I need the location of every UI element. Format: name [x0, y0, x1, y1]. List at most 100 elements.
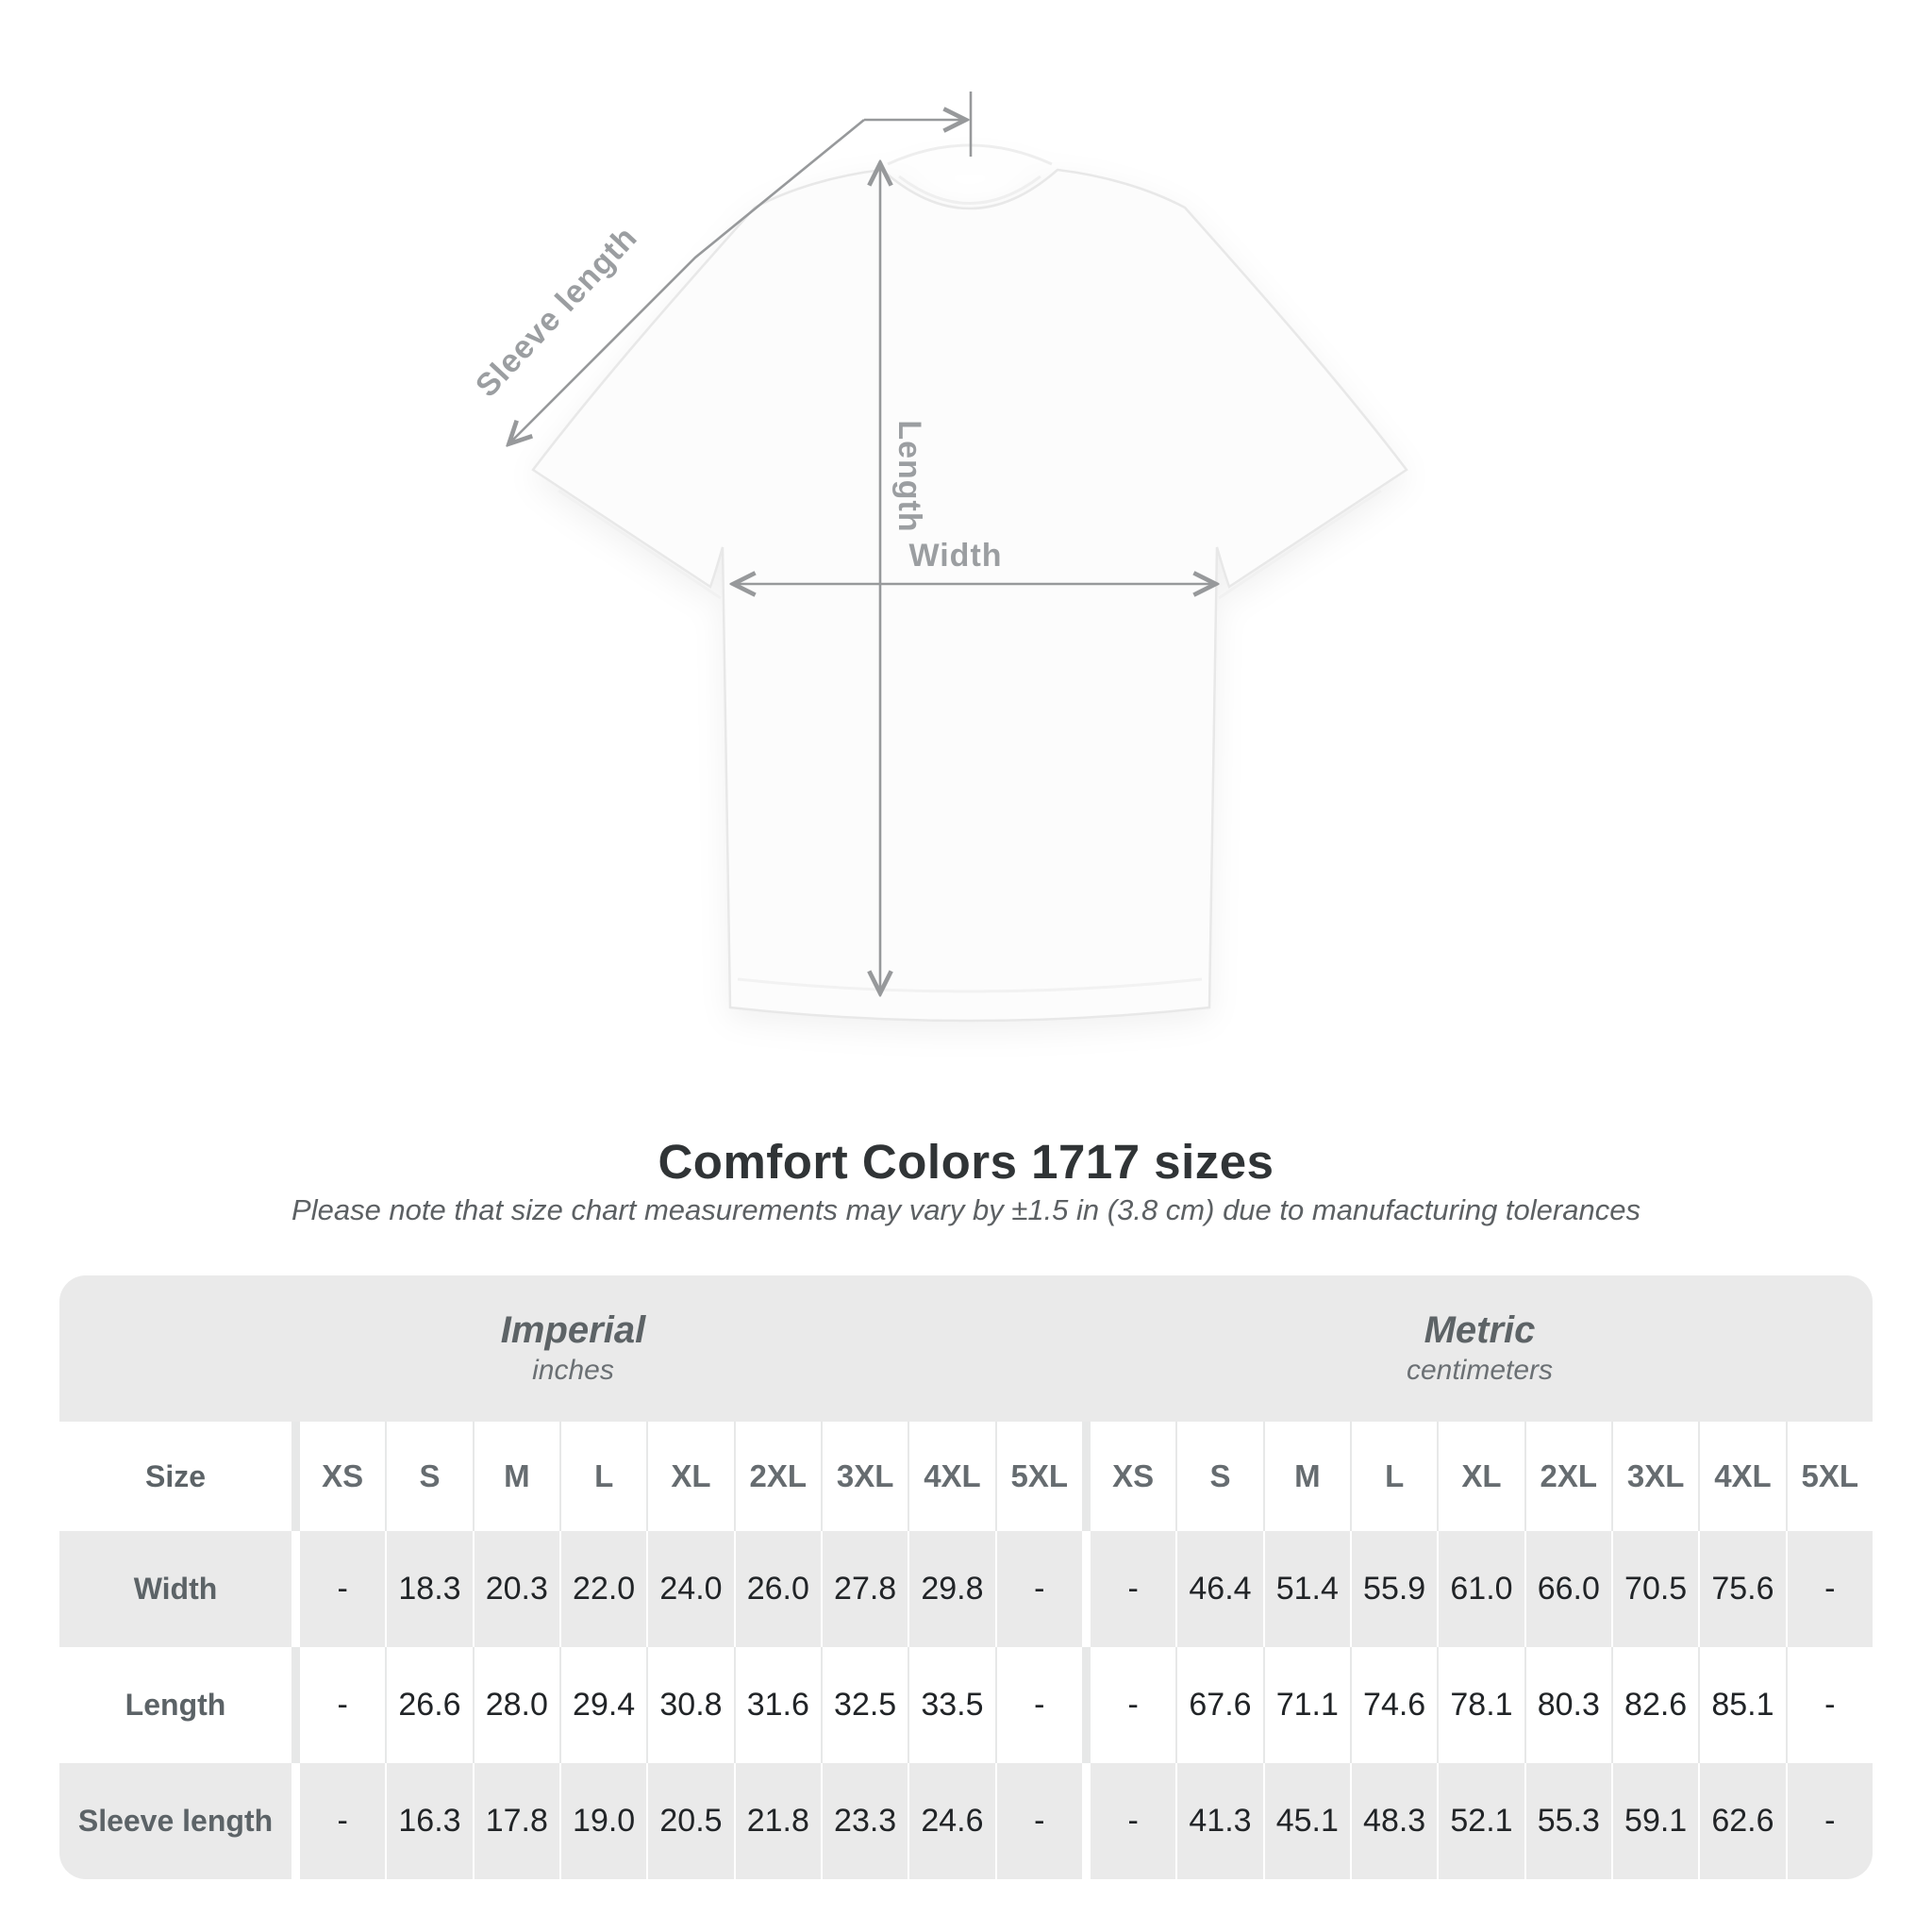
value-cell: 19.0 — [558, 1763, 646, 1879]
value-cell: - — [994, 1763, 1082, 1879]
value-cell: - — [1127, 1571, 1139, 1607]
unit-group-band: Imperial inches Metric centimeters — [59, 1275, 1873, 1422]
size-table: Imperial inches Metric centimeters Size … — [59, 1275, 1873, 1879]
value-cell: 74.6 — [1349, 1647, 1437, 1763]
size-column-header: M — [472, 1422, 559, 1531]
value-cell: 67.6 — [1175, 1647, 1262, 1763]
value-cell: 66.0 — [1524, 1531, 1611, 1647]
length-row-label: Length — [125, 1688, 226, 1722]
width-imperial-values: -18.3 20.3 22.0 24.0 26.0 27.8 29.8- — [291, 1531, 1082, 1647]
value-cell: - — [994, 1647, 1082, 1763]
size-column-header: L — [1349, 1422, 1437, 1531]
metric-group-header: Metric centimeters — [1087, 1275, 1873, 1422]
value-cell: 78.1 — [1437, 1647, 1524, 1763]
value-cell: 82.6 — [1610, 1647, 1698, 1763]
value-cell: 55.9 — [1349, 1531, 1437, 1647]
value-cell: 24.0 — [646, 1531, 733, 1647]
length-metric-values: -67.6 71.1 74.6 78.1 80.3 82.6 85.1- — [1082, 1647, 1873, 1763]
width-metric-values: -46.4 51.4 55.9 61.0 66.0 70.5 75.6- — [1082, 1531, 1873, 1647]
value-cell: 59.1 — [1610, 1763, 1698, 1879]
value-cell: 51.4 — [1262, 1531, 1350, 1647]
imperial-group-label: Imperial — [500, 1309, 646, 1351]
value-cell: 29.8 — [908, 1531, 994, 1647]
width-label: Width — [908, 538, 1002, 574]
imperial-group-unit: inches — [532, 1355, 614, 1386]
sleeve-metric-values: -41.3 45.1 48.3 52.1 55.3 59.1 62.6- — [1082, 1763, 1873, 1879]
value-cell: 22.0 — [558, 1531, 646, 1647]
value-cell: 33.5 — [908, 1647, 994, 1763]
width-row: Width -18.3 20.3 22.0 24.0 26.0 27.8 29.8- -46… — [59, 1531, 1873, 1647]
sleeve-length-arrow — [509, 118, 865, 443]
imperial-size-headers: XS S M L XL 2XL 3XL 4XL 5XL — [291, 1422, 1082, 1531]
width-row-label: Width — [133, 1572, 218, 1606]
value-cell: 20.5 — [646, 1763, 733, 1879]
length-imperial-values: -26.6 28.0 29.4 30.8 31.6 32.5 33.5- — [291, 1647, 1082, 1763]
size-column-header: 3XL — [820, 1422, 908, 1531]
value-cell: - — [1785, 1531, 1873, 1647]
value-cell: 26.6 — [385, 1647, 472, 1763]
value-cell: 30.8 — [646, 1647, 733, 1763]
value-cell: 27.8 — [820, 1531, 908, 1647]
value-cell: 62.6 — [1698, 1763, 1785, 1879]
value-cell: 48.3 — [1349, 1763, 1437, 1879]
tolerance-note: Please note that size chart measurements… — [291, 1193, 1641, 1226]
value-cell: 16.3 — [385, 1763, 472, 1879]
size-column-header: XL — [646, 1422, 733, 1531]
value-cell: 17.8 — [472, 1763, 559, 1879]
page-title: Comfort Colors 1717 sizes — [658, 1135, 1274, 1189]
size-column-header: XS — [1112, 1458, 1155, 1493]
value-cell: 52.1 — [1437, 1763, 1524, 1879]
value-cell: 18.3 — [385, 1531, 472, 1647]
value-cell: 41.3 — [1175, 1763, 1262, 1879]
value-cell: - — [1785, 1763, 1873, 1879]
value-cell: - — [994, 1531, 1082, 1647]
value-cell: - — [1785, 1647, 1873, 1763]
size-column-header: 4XL — [1698, 1422, 1785, 1531]
sleeve-imperial-values: -16.3 17.8 19.0 20.5 21.8 23.3 24.6- — [291, 1763, 1082, 1879]
metric-group-unit: centimeters — [1406, 1355, 1554, 1386]
value-cell: - — [337, 1687, 348, 1723]
hem-seam — [737, 977, 1203, 993]
value-cell: 21.8 — [733, 1763, 821, 1879]
size-column-header: S — [1175, 1422, 1262, 1531]
size-column-header: 5XL — [1785, 1422, 1873, 1531]
size-column-header: 2XL — [733, 1422, 821, 1531]
sleeve-length-row-label: Sleeve length — [77, 1804, 274, 1838]
value-cell: - — [337, 1803, 348, 1839]
value-cell: 71.1 — [1262, 1647, 1350, 1763]
value-cell: 31.6 — [733, 1647, 821, 1763]
size-header-label: Size — [144, 1458, 207, 1493]
size-column-header: XS — [322, 1458, 364, 1493]
value-cell: - — [1127, 1803, 1139, 1839]
value-cell: 20.3 — [472, 1531, 559, 1647]
metric-size-headers: XS S M L XL 2XL 3XL 4XL 5XL — [1082, 1422, 1873, 1531]
size-column-header: L — [558, 1422, 646, 1531]
right-cuff-seam — [1218, 489, 1382, 600]
collar-inner-seam — [898, 175, 1041, 205]
length-label: Length — [891, 420, 927, 532]
size-header-row: Size XS S M L XL 2XL 3XL 4XL 5XL XS S M L XL 2XL 3XL 4X… — [59, 1422, 1873, 1531]
value-cell: 45.1 — [1262, 1763, 1350, 1879]
size-column-header: 4XL — [908, 1422, 994, 1531]
value-cell: 29.4 — [558, 1647, 646, 1763]
metric-group-label: Metric — [1424, 1309, 1536, 1351]
value-cell: 80.3 — [1524, 1647, 1611, 1763]
value-cell: 70.5 — [1610, 1531, 1698, 1647]
value-cell: 24.6 — [908, 1763, 994, 1879]
value-cell: 61.0 — [1437, 1531, 1524, 1647]
value-cell: 32.5 — [820, 1647, 908, 1763]
value-cell: 23.3 — [820, 1763, 908, 1879]
value-cell: 75.6 — [1698, 1531, 1785, 1647]
length-row: Length -26.6 28.0 29.4 30.8 31.6 32.5 33.5- -6… — [59, 1647, 1873, 1763]
tshirt-measurement-diagram: Sleeve length Length Width — [469, 92, 1408, 1023]
size-column-header: 2XL — [1524, 1422, 1611, 1531]
value-cell: 85.1 — [1698, 1647, 1785, 1763]
sleeve-length-row: Sleeve length - 16.3 17.8 19.0 20.5 21.8 23.3 2… — [59, 1763, 1873, 1879]
value-cell: 46.4 — [1175, 1531, 1262, 1647]
size-column-header: 3XL — [1610, 1422, 1698, 1531]
left-cuff-seam — [558, 489, 722, 600]
value-cell: 28.0 — [472, 1647, 559, 1763]
imperial-group-header: Imperial inches — [59, 1275, 1087, 1422]
value-cell: - — [337, 1571, 348, 1607]
value-cell: - — [1127, 1687, 1139, 1723]
